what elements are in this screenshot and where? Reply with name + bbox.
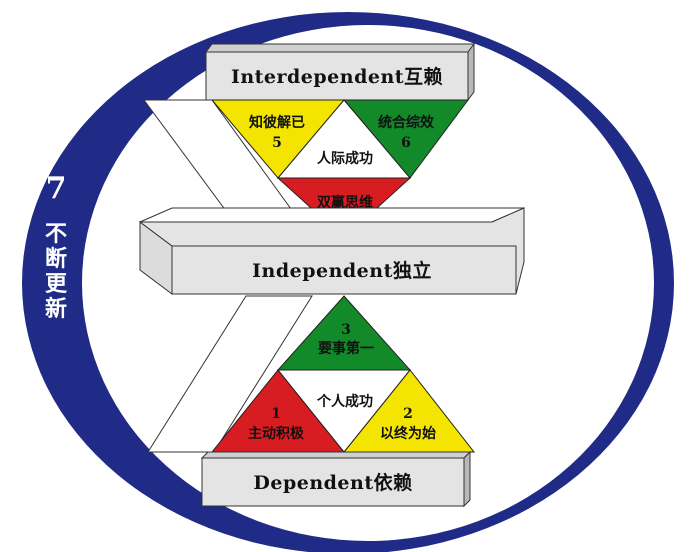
renewal-char-2: 断 xyxy=(45,246,67,272)
habit-6-number: 6 xyxy=(401,135,411,151)
triangle-public-victory xyxy=(276,99,412,179)
bottom-bar-label: Dependent依赖 xyxy=(253,471,412,494)
habit-5-label: 知彼解已 xyxy=(249,114,305,131)
habit-5-number: 5 xyxy=(272,135,282,151)
habit-6-label: 统合综效 xyxy=(378,114,435,131)
triangle-private-victory xyxy=(276,369,412,453)
bottom-bar-top-face xyxy=(200,451,472,459)
private-victory-label: 个人成功 xyxy=(316,393,373,410)
habit-3-label: 要事第一 xyxy=(318,340,374,357)
habit-3-number: 3 xyxy=(341,322,351,338)
middle-bar-top-face xyxy=(139,207,525,223)
habit-4-label: 双赢思维 xyxy=(317,194,373,211)
public-victory-label: 人际成功 xyxy=(317,150,373,167)
renewal-number: 7 xyxy=(46,171,67,206)
habit-1-number: 1 xyxy=(271,406,281,422)
middle-bar-front xyxy=(171,245,517,295)
renewal-char-3: 更 xyxy=(45,271,68,297)
renewal-char-1: 不 xyxy=(45,221,67,247)
habit-2-label: 以终为始 xyxy=(380,425,436,442)
middle-bar-label: Independent独立 xyxy=(252,259,432,282)
top-bar xyxy=(205,51,469,101)
habit-2-number: 2 xyxy=(403,406,413,422)
top-bar-side-face xyxy=(467,42,475,102)
top-bar-label: Interdependent互赖 xyxy=(231,65,443,88)
bottom-bar-side-face xyxy=(463,450,471,508)
habit-1-label: 主动积极 xyxy=(248,425,305,442)
top-bar-top-face xyxy=(205,43,475,53)
bottom-bar xyxy=(201,457,465,507)
renewal-char-4: 新 xyxy=(45,296,67,322)
